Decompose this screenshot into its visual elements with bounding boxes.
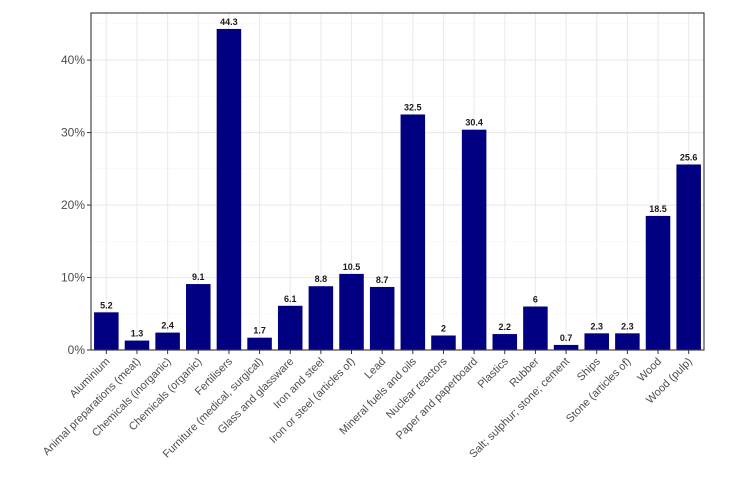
data-label: 5.2: [100, 300, 113, 310]
bar: [553, 344, 579, 350]
bar: [216, 28, 242, 350]
data-label: 6.1: [284, 294, 297, 304]
y-axis: 0% 10% 20% 30% 40%: [61, 53, 91, 357]
bar: [277, 305, 303, 350]
x-tick-label: Lead: [362, 356, 388, 382]
bar: [615, 333, 640, 350]
data-label: 32.5: [404, 102, 422, 112]
data-label: 2.3: [621, 321, 634, 331]
bar: [308, 286, 334, 350]
data-label: 1.7: [253, 326, 266, 336]
bar: [676, 164, 701, 350]
bar: [247, 337, 272, 350]
data-label: 10.5: [343, 262, 361, 272]
bar: [645, 215, 671, 350]
data-label: 6: [533, 295, 538, 305]
bar: [155, 332, 180, 350]
bar: [523, 306, 548, 350]
data-label: 2.4: [161, 321, 174, 331]
data-label: 25.6: [680, 152, 698, 162]
data-label: 44.3: [220, 17, 238, 27]
data-label: 8.7: [376, 275, 389, 285]
bar: [492, 334, 518, 350]
x-tick-label: Wood: [635, 356, 664, 385]
bar: [186, 284, 211, 350]
data-label: 1.3: [131, 329, 144, 339]
data-label: 0.7: [560, 333, 573, 343]
bars-layer: [94, 28, 701, 350]
y-tick-label: 10%: [61, 271, 85, 285]
data-label: 2: [441, 324, 446, 334]
data-labels-layer: 5.2 1.3 2.4 9.1 44.3 1.7 6.1 8.8 10.5 8.7 32.5 2 30.…: [100, 17, 697, 343]
data-label: 2.3: [590, 321, 603, 331]
bar: [584, 333, 609, 350]
y-tick-label: 20%: [61, 198, 85, 212]
data-label: 8.8: [315, 274, 328, 284]
bar: [339, 273, 364, 350]
data-label: 30.4: [465, 118, 483, 128]
x-tick-label: Ships: [575, 355, 603, 383]
bar: [431, 335, 456, 350]
data-label: 2.2: [499, 322, 512, 332]
y-tick-label: 0%: [68, 343, 86, 357]
panel-border: [90, 12, 705, 351]
grid-layer: [91, 13, 704, 351]
bar: [94, 312, 119, 350]
y-tick-label: 40%: [61, 53, 85, 67]
y-tick-label: 30%: [61, 126, 85, 140]
bar: [400, 114, 426, 350]
bar: [369, 286, 395, 350]
data-label: 18.5: [649, 204, 667, 214]
bar: [461, 129, 487, 350]
data-label: 9.1: [192, 272, 205, 282]
bar: [124, 340, 150, 350]
x-tick-label: Plastics: [476, 355, 512, 391]
